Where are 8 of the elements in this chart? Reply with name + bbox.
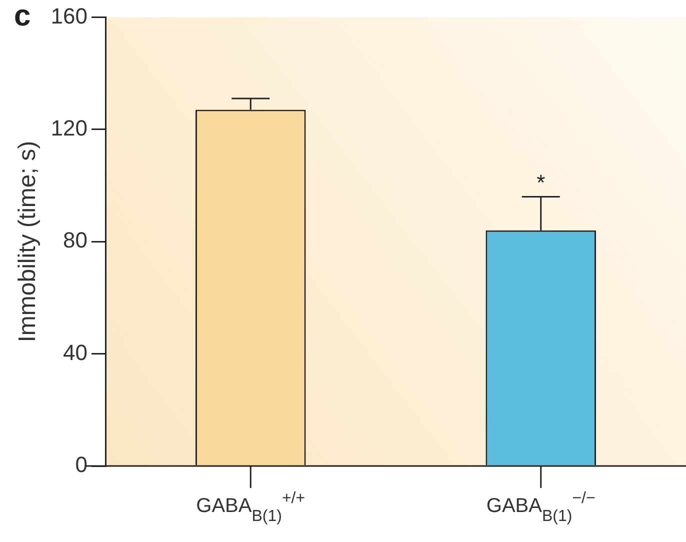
- text: c: [14, 0, 31, 32]
- annotation: *: [536, 170, 546, 195]
- y-tick-label: 160: [50, 3, 88, 28]
- y-tick-label: 80: [63, 228, 88, 253]
- y-axis-title: Immobility (time; s): [14, 140, 42, 342]
- y-tick-label: 40: [63, 340, 88, 365]
- y-tick-label: 120: [50, 115, 88, 140]
- y-tick-label: 0: [75, 452, 88, 478]
